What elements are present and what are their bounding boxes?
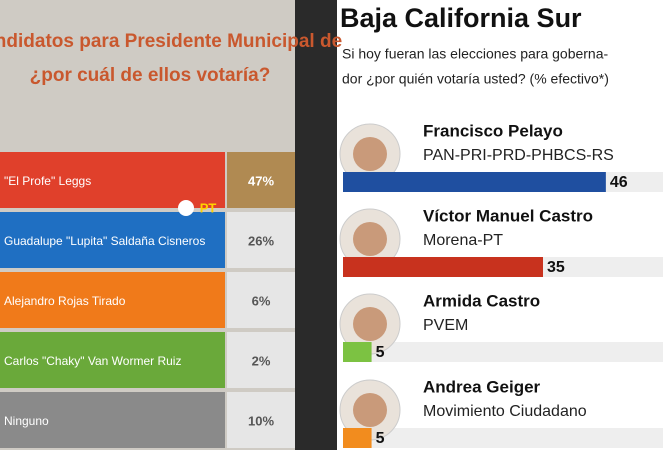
photo-face: [353, 222, 387, 256]
right-subtitle: dor ¿por quién votaría usted? (% efectiv…: [342, 71, 609, 87]
bar: [343, 428, 372, 448]
photo-face: [353, 393, 387, 427]
value-box: [227, 152, 295, 208]
bar: [343, 257, 543, 277]
candidate-name: Francisco Pelayo: [423, 121, 563, 140]
photo-face: [353, 137, 387, 171]
bar: [343, 342, 372, 362]
party-name: PVEM: [423, 317, 468, 334]
bar-track: [343, 342, 663, 362]
party-name: Movimiento Ciudadano: [423, 403, 587, 420]
row-bar: [0, 272, 225, 328]
photo-face: [353, 307, 387, 341]
party-logo: [178, 200, 194, 216]
candidate-name: Víctor Manuel Castro: [423, 206, 593, 225]
value-label: 6%: [252, 293, 271, 308]
value-box: [227, 272, 295, 328]
separator: [295, 0, 337, 450]
value-label: 2%: [252, 353, 271, 368]
party-name: Morena-PT: [423, 232, 503, 249]
bar-track: [343, 428, 663, 448]
value-label: 46: [610, 174, 628, 191]
value-box: [227, 212, 295, 268]
value-label: 35: [547, 259, 565, 276]
value-label: 5: [376, 430, 385, 447]
candidate-name: Ninguno: [4, 414, 49, 428]
value-box: [227, 392, 295, 448]
candidate-name: Armida Castro: [423, 291, 540, 310]
row-bar: [0, 212, 225, 268]
row-bar: [0, 392, 225, 448]
value-label: 10%: [248, 413, 274, 428]
value-box: [227, 332, 295, 388]
candidate-name: Carlos "Chaky" Van Wormer Ruiz: [4, 354, 181, 368]
left-title: s candidatos para Presidente Municipal d…: [0, 31, 342, 52]
candidate-name: Guadalupe "Lupita" Saldaña Cisneros: [4, 234, 205, 248]
right-title: Baja California Sur: [340, 3, 582, 33]
row-bar: [0, 332, 225, 388]
value-label: 47%: [248, 173, 274, 188]
right-subtitle: Si hoy fueran las elecciones para gobern…: [342, 46, 609, 62]
value-label: 5: [376, 344, 385, 361]
party-name: PAN-PRI-PRD-PHBCS-RS: [423, 147, 614, 164]
value-label: 26%: [248, 233, 274, 248]
candidate-name: Andrea Geiger: [423, 377, 541, 396]
party-logo-text: PT: [200, 200, 217, 215]
candidate-name: Alejandro Rojas Tirado: [4, 294, 126, 308]
bar: [343, 172, 606, 192]
left-title: ¿por cuál de ellos votaría?: [30, 65, 271, 86]
candidate-name: "El Profe" Leggs: [4, 174, 91, 188]
row-bar: [0, 152, 225, 208]
